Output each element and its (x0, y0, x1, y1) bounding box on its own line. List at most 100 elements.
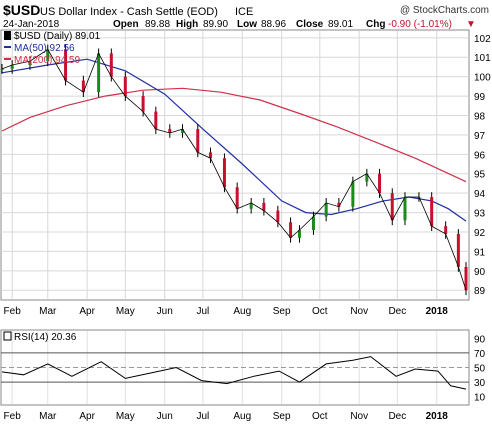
rsi-x-tick-label: Feb (4, 411, 22, 422)
price-bar-body (141, 96, 145, 112)
price-bar-body (28, 61, 32, 66)
price-bar-body (168, 129, 172, 133)
price-bar-body (444, 226, 448, 234)
x-tick-label: Mar (39, 306, 57, 317)
rsi-swatch-icon (3, 331, 12, 341)
symbol-title: $USD (3, 2, 40, 18)
price-bar-body (97, 53, 101, 93)
price-tick-label: 93 (474, 209, 486, 220)
low-value: 88.96 (261, 19, 286, 30)
legend-price: $USD (Daily) 89.01 (14, 31, 101, 42)
price-bar-body (249, 202, 253, 209)
price-tick-label: 90 (474, 267, 486, 278)
rsi-tick-label: 70 (474, 349, 486, 360)
open-value: 89.88 (145, 19, 170, 30)
rsi-tick-label: 30 (474, 378, 486, 389)
price-bar-body (456, 233, 460, 267)
price-bar-body (378, 173, 382, 194)
price-tick-label: 100 (474, 73, 491, 84)
x-tick-label: Sep (273, 306, 291, 317)
price-bar-body (10, 65, 14, 69)
rsi-x-tick-label: Aug (233, 411, 251, 422)
x-tick-label: Jun (157, 306, 173, 317)
price-bar-body (222, 158, 226, 188)
price-tick-label: 101 (474, 53, 491, 64)
price-tick-label: 97 (474, 131, 486, 142)
rsi-x-tick-label: Oct (312, 411, 328, 422)
price-bar-body (262, 202, 266, 211)
exchange-label: ICE (235, 6, 253, 18)
price-tick-label: 89 (474, 286, 486, 297)
price-tick-label: 98 (474, 111, 486, 122)
instrument-name: US Dollar Index - Cash Settle (EOD) (40, 6, 218, 18)
price-bar-body (324, 202, 328, 217)
price-tick-label: 99 (474, 92, 486, 103)
rsi-x-tick-label: Nov (350, 411, 368, 422)
price-bar-body (403, 197, 407, 221)
price-bar-body (276, 210, 280, 223)
high-value: 89.90 (203, 19, 228, 30)
x-tick-label: Dec (388, 306, 406, 317)
price-legend: $USD (Daily) 89.01 MA(50) 92.56 MA(200) … (4, 31, 101, 66)
price-axis: 102 101 100 99 98 97 96 95 94 93 92 91 90 89 (474, 34, 491, 297)
price-bar-body (64, 49, 68, 81)
high-label: High (176, 19, 198, 30)
chg-label: Chg (366, 19, 385, 30)
ma200-line (1, 87, 467, 183)
price-bar-body (123, 76, 127, 97)
quote-date: 24-Jan-2018 (3, 19, 60, 30)
price-panel (0, 29, 470, 301)
rsi-tick-label: 50 (474, 364, 486, 375)
legend-ma50: MA(50) 92.56 (14, 43, 75, 54)
price-bar-body (289, 222, 293, 238)
price-bar-body (46, 49, 50, 62)
rsi-grid (1, 331, 469, 404)
price-bar-body (464, 266, 468, 291)
x-tick-label: Aug (233, 306, 251, 317)
chg-value: -0.90 (-1.01%) (388, 19, 452, 30)
price-bar-body (311, 216, 315, 231)
price-bar-body (390, 193, 394, 221)
x-tick-label: May (116, 306, 135, 317)
price-close-line (1, 48, 467, 291)
legend-ma200: MA(200) 94.59 (14, 55, 81, 66)
rsi-x-tick-label: Apr (79, 411, 95, 422)
rsi-tick-label: 10 (474, 393, 486, 404)
rsi-x-tick-label: Dec (388, 411, 406, 422)
price-bar-body (196, 129, 200, 153)
price-bar-body (337, 202, 341, 207)
price-bar-body (297, 230, 301, 238)
price-bar-body (235, 187, 239, 209)
price-grid (1, 31, 469, 299)
price-x-axis: Feb Mar Apr May Jun Jul Aug Sep Oct Nov Dec 2018 (4, 306, 449, 317)
x-tick-label: Feb (4, 306, 22, 317)
price-bar-body (365, 173, 369, 182)
rsi-x-axis: Feb Mar Apr May Jun Jul Aug Sep Oct Nov Dec 2018 (4, 411, 449, 422)
rsi-x-tick-label: Sep (273, 411, 291, 422)
close-value: 89.01 (328, 19, 353, 30)
price-bar-body (154, 111, 158, 130)
rsi-line (1, 356, 467, 390)
price-tick-label: 94 (474, 189, 486, 200)
price-bar-body (430, 197, 434, 227)
rsi-x-tick-label: Mar (39, 411, 57, 422)
low-label: Low (237, 19, 257, 30)
price-bar-body (81, 80, 85, 93)
candle-icon (4, 31, 11, 40)
price-bar-body (351, 181, 355, 207)
x-tick-label: Jul (196, 306, 209, 317)
x-tick-label: Apr (79, 306, 95, 317)
rsi-x-tick-label: Jun (157, 411, 173, 422)
price-tick-label: 95 (474, 170, 486, 181)
rsi-legend: RSI(14) 20.36 (14, 332, 77, 343)
price-tick-label: 92 (474, 228, 486, 239)
price-bar-body (181, 129, 185, 133)
price-tick-label: 91 (474, 247, 486, 258)
rsi-x-tick-label: 2018 (426, 411, 449, 422)
x-tick-label: Nov (350, 306, 368, 317)
price-bars (0, 44, 468, 296)
price-bar-body (208, 152, 212, 159)
x-tick-label: 2018 (426, 306, 449, 317)
